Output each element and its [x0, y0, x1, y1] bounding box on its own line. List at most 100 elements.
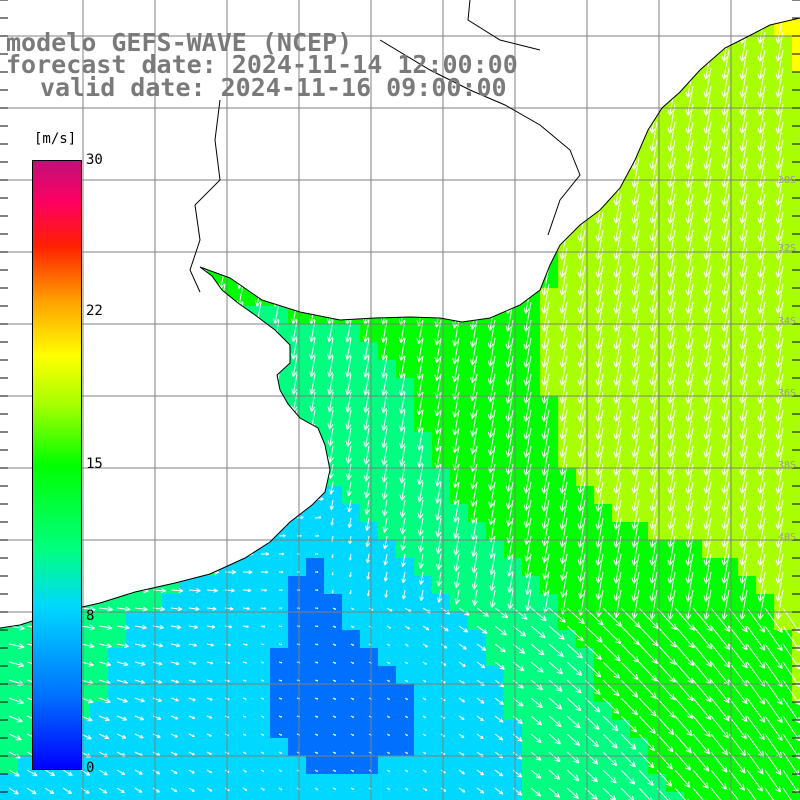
speed-cell [756, 792, 775, 800]
wind-arrow [613, 319, 622, 350]
wind-arrow [363, 373, 370, 396]
speed-cell [162, 612, 181, 631]
wind-arrow [278, 589, 283, 592]
wind-arrow [721, 445, 730, 476]
speed-cell [342, 486, 361, 505]
speed-cell [522, 666, 541, 685]
wind-arrow [559, 355, 568, 386]
speed-cell [324, 558, 343, 577]
wind-arrow [170, 624, 182, 630]
wind-arrow [757, 67, 766, 98]
wind-arrow [278, 733, 283, 736]
speed-cell [540, 756, 559, 775]
wind-arrow [331, 553, 334, 558]
wind-arrow [667, 463, 676, 494]
speed-cell [324, 324, 343, 343]
speed-cell [540, 738, 559, 757]
speed-cell [720, 684, 739, 703]
wind-arrow [399, 409, 406, 432]
wind-arrow [347, 517, 352, 529]
wind-arrow [595, 301, 604, 332]
wind-arrow [577, 373, 586, 404]
speed-cell [342, 396, 361, 415]
speed-cell [666, 630, 685, 649]
speed-cell [108, 666, 127, 685]
wind-arrow [332, 715, 337, 718]
wind-arrow [458, 661, 466, 667]
speed-cell [414, 432, 433, 451]
wind-arrow [487, 409, 496, 439]
wind-arrow [417, 535, 425, 553]
wind-arrow [649, 355, 658, 386]
wind-arrow [494, 607, 509, 619]
wind-arrow [775, 481, 784, 512]
wind-arrow [775, 499, 784, 530]
speed-cell [288, 684, 307, 703]
speed-cell [648, 774, 667, 793]
wind-arrow [469, 319, 478, 348]
speed-cell [792, 756, 800, 775]
wind-arrow [548, 679, 563, 692]
speed-cell [342, 756, 361, 775]
wind-arrow [382, 535, 389, 550]
wind-arrow [188, 643, 198, 647]
speed-cell [540, 594, 559, 613]
wind-arrow [542, 553, 550, 580]
speed-cell [738, 648, 757, 667]
wind-arrow [613, 373, 622, 404]
wind-arrow [332, 643, 337, 646]
wind-arrow [739, 463, 748, 494]
wind-arrow [595, 553, 604, 584]
wind-arrow [775, 103, 784, 134]
speed-cell [504, 522, 523, 541]
wind-arrow [721, 319, 730, 350]
wind-arrow [434, 409, 442, 434]
wind-arrow [487, 355, 496, 385]
speed-cell [720, 702, 739, 721]
wind-arrow [260, 733, 265, 736]
wind-arrow [613, 571, 622, 602]
speed-cell [324, 756, 343, 775]
speed-cell [468, 396, 487, 415]
wind-arrow [703, 337, 712, 368]
speed-cell [576, 756, 595, 775]
speed-cell [0, 738, 19, 757]
wind-arrow [404, 751, 408, 755]
wind-arrow [638, 733, 655, 752]
wind-arrow [631, 517, 640, 548]
wind-arrow [476, 661, 486, 669]
speed-cell [414, 414, 433, 433]
speed-cell [702, 738, 721, 757]
speed-cell [360, 414, 379, 433]
speed-cell [198, 720, 217, 739]
speed-cell [684, 756, 703, 775]
wind-arrow [314, 643, 319, 646]
speed-cell [792, 108, 800, 127]
wind-arrow [422, 643, 428, 648]
speed-cell [702, 720, 721, 739]
wind-arrow [703, 121, 712, 152]
wind-arrow [577, 553, 586, 583]
speed-cell [324, 594, 343, 613]
wind-arrow [649, 373, 658, 404]
speed-cell [792, 90, 800, 109]
speed-cell [360, 486, 379, 505]
speed-cell [342, 738, 361, 757]
speed-cell [306, 702, 325, 721]
wind-arrow [577, 499, 586, 530]
speed-cell [792, 306, 800, 325]
wind-arrow [739, 409, 748, 440]
wind-arrow [296, 571, 301, 574]
wind-arrow [507, 589, 514, 610]
speed-cell [252, 720, 271, 739]
speed-cell [72, 792, 91, 800]
wind-arrow [170, 697, 179, 702]
speed-cell [306, 648, 325, 667]
wind-arrow [260, 552, 270, 556]
speed-cell [684, 774, 703, 793]
wind-arrow [458, 625, 469, 633]
speed-cell [414, 504, 433, 523]
speed-cell [306, 774, 325, 793]
wind-arrow [530, 697, 543, 709]
speed-cell [234, 738, 253, 757]
